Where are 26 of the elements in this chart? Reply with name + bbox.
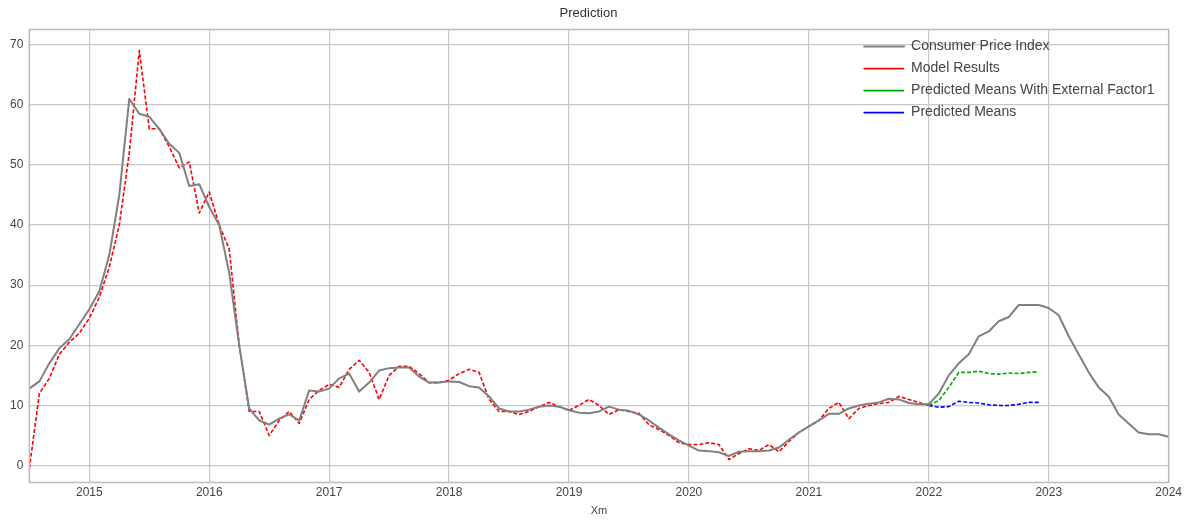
x-tick-label: 2023 bbox=[1035, 484, 1063, 499]
x-tick-label: 2015 bbox=[75, 484, 103, 499]
x-tick-label: 2016 bbox=[195, 484, 223, 499]
y-tick-label: 70 bbox=[9, 36, 24, 51]
x-tick-label: 2024 bbox=[1155, 484, 1183, 499]
x-tick-label: 2018 bbox=[435, 484, 463, 499]
legend-label: Predicted Means With External Factor1 bbox=[911, 81, 1155, 98]
legend-label: Model Results bbox=[911, 59, 1000, 76]
x-tick-label: 2017 bbox=[315, 484, 343, 499]
x-axis-title: Xm bbox=[590, 504, 608, 517]
y-tick-label: 60 bbox=[9, 97, 24, 112]
line-series bbox=[928, 400, 1040, 409]
y-tick-label: 40 bbox=[9, 217, 24, 232]
legend-label: Predicted Means bbox=[911, 103, 1017, 120]
chart-title: Prediction bbox=[559, 5, 618, 21]
y-tick-label: 10 bbox=[9, 397, 24, 412]
y-tick-label: 30 bbox=[9, 277, 24, 292]
x-tick-label: 2021 bbox=[795, 484, 823, 499]
x-tick-label: 2022 bbox=[915, 484, 943, 499]
y-tick-label: 20 bbox=[9, 337, 24, 352]
x-tick-label: 2019 bbox=[555, 484, 583, 499]
line-series bbox=[928, 370, 1040, 407]
x-tick-label: 2020 bbox=[675, 484, 703, 499]
y-tick-label: 50 bbox=[9, 157, 24, 172]
legend-label: Consumer Price Index bbox=[911, 37, 1050, 54]
y-tick-label: 0 bbox=[16, 457, 24, 472]
